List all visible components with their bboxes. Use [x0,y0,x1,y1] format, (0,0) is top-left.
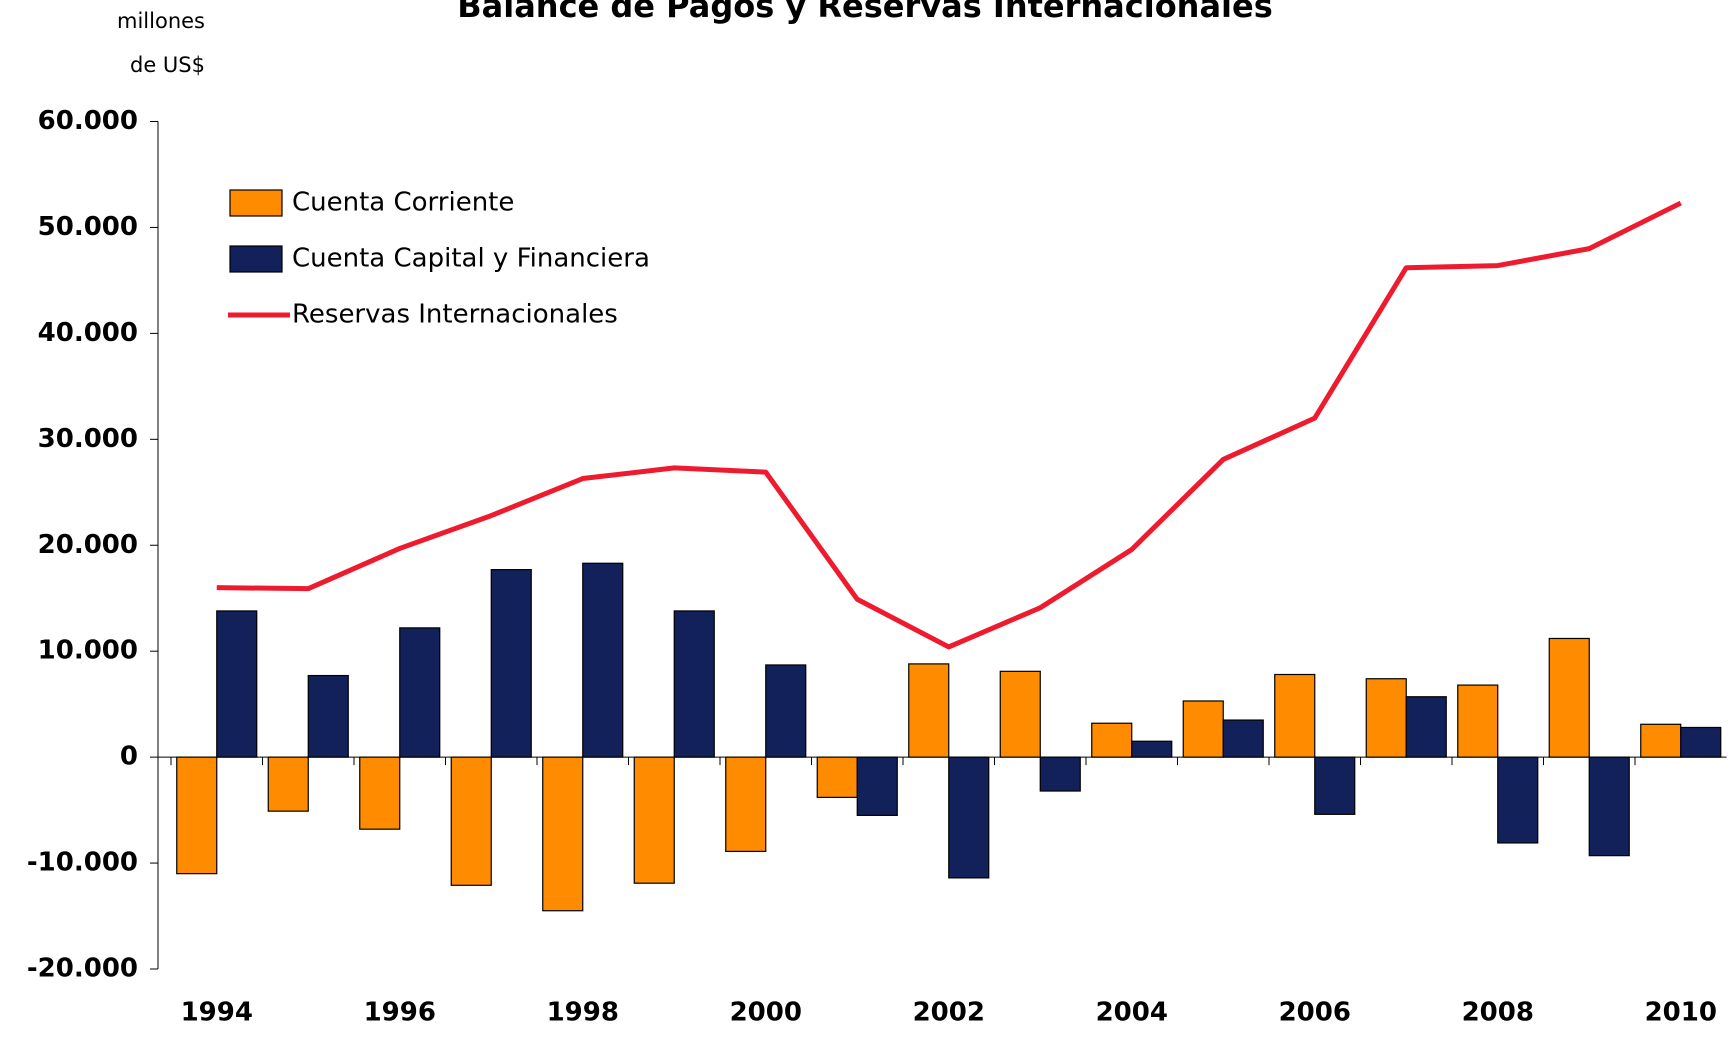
y-tick-label: 30.000 [38,424,138,454]
bar [999,670,1041,758]
x-tick-label: 2004 [1096,998,1168,1028]
y-tick-label: -20.000 [27,954,138,984]
bar [1457,684,1499,758]
bar [267,756,309,812]
bar [582,562,624,758]
y-tick-label: 10.000 [38,636,138,666]
bar [176,756,218,875]
legend-label: Cuenta Corriente [292,188,514,218]
y-tick-label: 50.000 [38,212,138,242]
bar [908,663,950,758]
x-tick-label: 2010 [1645,998,1717,1028]
bar [816,756,858,798]
bar [725,756,767,853]
bar [542,756,584,912]
y-tick-label: 20.000 [38,530,138,560]
legend-swatch [229,189,283,217]
bar [948,756,990,879]
y-unit: de US$ [130,53,205,77]
bar [1497,756,1539,844]
bar [1222,719,1264,758]
bar [490,569,532,758]
x-tick-label: 2000 [730,998,802,1028]
x-tick-label: 1998 [547,998,619,1028]
bar [633,756,675,884]
y-tick-label: -10.000 [27,848,138,878]
bar [399,627,441,758]
x-tick-label: 2002 [913,998,985,1028]
bar [450,756,492,886]
chart-title: Balance de Pagos y Reservas Internaciona… [457,0,1273,25]
bar [765,664,807,758]
y-tick-label: 0 [120,742,138,772]
line [216,200,1682,650]
x-tick-label: 1994 [181,998,253,1028]
legend-label: Cuenta Capital y Financiera [292,244,650,274]
bar [1365,678,1407,758]
x-tick-label: 1996 [364,998,436,1028]
x-tick-label: 2008 [1462,998,1534,1028]
bar [1039,756,1081,792]
bar [1182,700,1224,758]
bar [856,756,898,816]
bar [1680,726,1722,758]
x-tick-label: 2006 [1279,998,1351,1028]
bar [673,610,715,758]
legend-label: Reservas Internacionales [292,300,618,330]
bar [307,674,349,758]
bar [1274,673,1316,758]
bar [1588,756,1630,857]
y-tick-label: 60.000 [38,106,138,136]
bar [216,610,258,758]
bar [1091,722,1133,758]
bar [1314,756,1356,815]
bar [1548,637,1590,758]
bar [359,756,401,830]
y-unit: millones [117,9,205,33]
legend-swatch [229,245,283,273]
bar [1640,723,1682,758]
y-tick-label: 40.000 [38,318,138,348]
bar [1405,696,1447,758]
bar [1131,740,1173,758]
